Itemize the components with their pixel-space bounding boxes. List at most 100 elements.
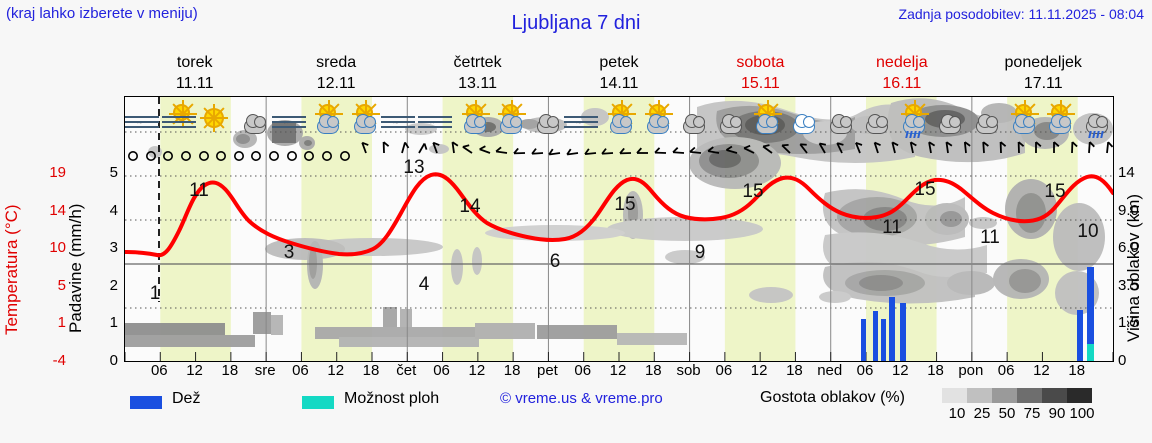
cloud-icon <box>656 116 669 128</box>
last-updated-text: Zadnja posodobitev: 11.11.2025 - 08:04 <box>898 6 1144 22</box>
sun-cloud-icon <box>638 102 673 136</box>
weather-icon-cell-7 <box>380 97 417 141</box>
legend-swatch-rain <box>130 396 162 409</box>
wind-barb-3 <box>177 140 203 166</box>
day-date: 17.11 <box>1023 75 1063 92</box>
cloud-icon <box>1022 116 1035 128</box>
wind-barb-12 <box>336 140 362 166</box>
x-tick-label-0: 06 <box>150 362 168 379</box>
wind-barb-34 <box>724 140 750 166</box>
moon-cloud-rain-icon <box>1077 102 1111 138</box>
sun-icon <box>200 107 229 129</box>
wind-barb-22 <box>512 140 538 166</box>
x-tick-label-11: pet <box>536 362 558 379</box>
cloudticks-1: 9.0 <box>1118 201 1139 219</box>
moon-cloud-icon <box>235 102 269 136</box>
sun-cloud-icon <box>491 102 527 136</box>
tempticks-3: 5 <box>57 276 66 294</box>
wind-barb-48 <box>971 140 997 166</box>
precticks-0: 5 <box>109 164 118 181</box>
fog-moon-icon <box>271 102 306 136</box>
wind-barb-26 <box>583 140 609 166</box>
x-tick-label-9: 12 <box>468 362 486 379</box>
daylight-stripe-0 <box>160 97 231 361</box>
wind-barb-4 <box>195 140 221 166</box>
temperature-curve <box>125 172 1113 258</box>
fog-icon <box>271 116 306 128</box>
tempticks-2: 10 <box>49 239 66 257</box>
moon-cloud-icon <box>711 102 745 136</box>
wind-barb-44 <box>900 140 926 166</box>
temperature-label-7: 15 <box>614 194 635 215</box>
day-name: sreda <box>316 54 357 71</box>
x-tick-label-1: 12 <box>186 362 203 379</box>
cloud-height-axis-title: Višina oblakov (km) <box>1124 193 1143 343</box>
fog-icon <box>381 116 416 128</box>
weather-icon-cell-20 <box>856 97 893 141</box>
x-tick-label-18: 18 <box>786 362 803 379</box>
wind-barb-53 <box>1059 140 1085 166</box>
sun-cloud-icon <box>345 102 380 136</box>
temperature-label-1: 11 <box>189 180 209 201</box>
weather-icon-cell-23 <box>966 97 1003 141</box>
density-swatch-4 <box>1042 388 1067 403</box>
tempticks-1: 14 <box>49 201 66 219</box>
x-tick-label-24: 06 <box>997 362 1015 379</box>
weather-icon-cell-4 <box>270 97 307 141</box>
chart-legend: Dež Možnost ploh © vreme.us & vreme.pro … <box>124 388 1144 436</box>
x-tick-label-22: 18 <box>927 362 944 379</box>
legend-label-showers: Možnost ploh <box>344 390 440 407</box>
day-date: 15.11 <box>740 75 780 92</box>
temperature-label-12: 11 <box>980 227 1000 248</box>
wind-barb-9 <box>283 140 309 166</box>
wind-barb-49 <box>988 140 1014 166</box>
temperature-label-4: 4 <box>419 274 430 295</box>
weather-icon-cell-0 <box>124 97 161 141</box>
sun-cloud-icon <box>1004 102 1039 136</box>
precticks-5: 0 <box>109 352 118 369</box>
day-header-3: petek 14.11 <box>548 52 689 96</box>
day-header-1: sreda 12.11 <box>265 52 406 96</box>
weather-icon-cell-14 <box>636 97 673 141</box>
weather-icon-cell-25 <box>1039 97 1076 141</box>
moon-cloud-icon <box>857 102 891 136</box>
weather-icon-cell-3 <box>234 97 271 141</box>
fog-moon-icon <box>418 102 453 136</box>
cloud-icon <box>510 116 523 128</box>
wind-barb-51 <box>1023 140 1049 166</box>
weather-icon-band <box>124 97 1112 141</box>
cloud-icon <box>985 116 998 128</box>
forecast-plot-frame: 1 11 3 13 4 14 6 15 9 15 11 15 11 15 10 <box>124 96 1114 362</box>
precticks-1: 4 <box>109 201 118 219</box>
wind-barb-37 <box>777 140 803 166</box>
copyright-link[interactable]: © vreme.us & vreme.pro <box>500 390 663 407</box>
cloud-icon <box>802 116 815 128</box>
cloud-icon <box>1095 116 1108 128</box>
wind-barb-45 <box>918 140 944 166</box>
weather-icon-cell-15 <box>673 97 710 141</box>
moon-cloud-icon <box>674 102 708 136</box>
density-tick-0: 10 <box>948 405 966 422</box>
x-tick-label-7: čet <box>396 362 417 379</box>
wind-barb-31 <box>671 140 697 166</box>
wind-barb-41 <box>847 140 873 166</box>
temperature-label-13: 15 <box>1044 181 1065 202</box>
weather-icon-cell-26 <box>1075 97 1112 141</box>
sun-cloud-icon <box>747 102 783 136</box>
wind-barb-43 <box>882 140 908 166</box>
fog-icon <box>418 116 453 128</box>
cloud-icon <box>254 116 267 128</box>
density-tick-5: 100 <box>1069 405 1095 422</box>
cloud-icon <box>912 116 925 128</box>
x-tick-label-20: 06 <box>856 362 874 379</box>
density-swatch-2 <box>992 388 1017 403</box>
day-date: 11.11 <box>175 75 214 92</box>
wind-barb-17 <box>424 140 450 166</box>
weather-icon-cell-12 <box>563 97 600 141</box>
wind-barb-35 <box>741 140 767 166</box>
x-tick-label-12: 06 <box>574 362 592 379</box>
density-swatch-0 <box>942 388 967 403</box>
wind-barb-50 <box>1006 140 1032 166</box>
weather-icon-cell-10 <box>490 97 527 141</box>
wind-barb-54 <box>1076 140 1102 166</box>
